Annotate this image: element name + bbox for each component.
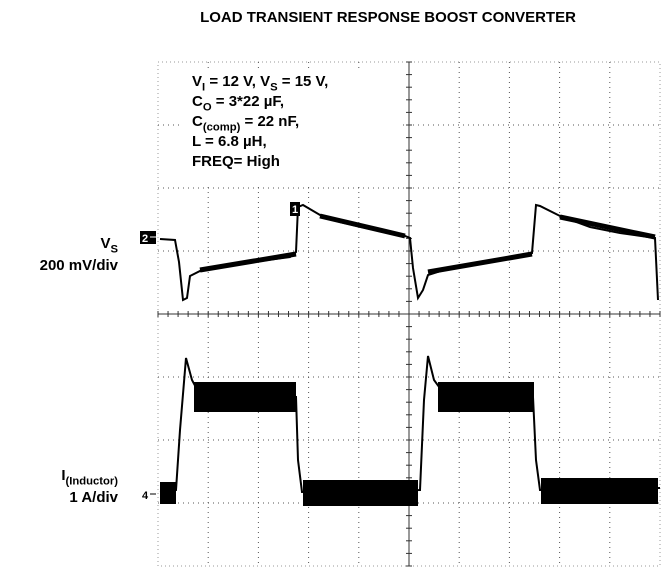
trigger-marker: 1 bbox=[292, 204, 298, 216]
subscript: S bbox=[110, 244, 118, 256]
text-run: C bbox=[192, 113, 203, 130]
subscript: O bbox=[203, 102, 212, 114]
text-run: I bbox=[61, 467, 65, 484]
condition-line: VI = 12 V, VS = 15 V, bbox=[192, 73, 328, 94]
text-run: = 15 V, bbox=[278, 73, 329, 90]
text-run: = 22 nF, bbox=[240, 113, 299, 130]
text-run: FREQ= High bbox=[192, 153, 280, 170]
trigger-marker-box bbox=[290, 202, 300, 216]
condition-line: FREQ= High bbox=[192, 153, 280, 170]
text-run: V bbox=[100, 235, 110, 252]
conditions: VI = 12 V, VS = 15 V,CO = 3*22 µF,C(comp… bbox=[192, 73, 328, 170]
channel-label: VS bbox=[100, 235, 118, 256]
text-run: C bbox=[192, 93, 203, 110]
channel-marker: 4 bbox=[142, 490, 149, 502]
subscript: S bbox=[270, 82, 278, 94]
condition-line: CO = 3*22 µF, bbox=[192, 93, 284, 114]
channel-scale: 200 mV/div bbox=[40, 257, 119, 274]
figure-title: LOAD TRANSIENT RESPONSE BOOST CONVERTER bbox=[200, 9, 576, 26]
text-run: = 3*22 µF, bbox=[212, 93, 284, 110]
text-run: V bbox=[192, 73, 202, 90]
annotation-box bbox=[180, 68, 402, 186]
condition-line: L = 6.8 µH, bbox=[192, 133, 267, 150]
il-ripple-high-2 bbox=[438, 382, 534, 412]
il-ripple-high-1 bbox=[194, 382, 296, 412]
il-ripple-low-2 bbox=[541, 478, 658, 504]
condition-line: C(comp) = 22 nF, bbox=[192, 113, 299, 134]
subscript: (comp) bbox=[203, 122, 241, 134]
marker-box bbox=[140, 231, 156, 244]
il-ripple-low-0 bbox=[160, 482, 176, 504]
subscript: I bbox=[202, 82, 205, 94]
subscript: (Inductor) bbox=[66, 476, 119, 488]
il-ripple-low-1 bbox=[303, 480, 418, 506]
text-run: L = 6.8 µH, bbox=[192, 133, 267, 150]
channel-label: I(Inductor) bbox=[61, 467, 118, 488]
traces bbox=[159, 203, 661, 506]
text-run: = 12 V, V bbox=[205, 73, 270, 90]
channel-marker: 2 bbox=[142, 233, 148, 245]
vs-noise bbox=[199, 213, 656, 275]
channel-scale: 1 A/div bbox=[69, 489, 118, 506]
